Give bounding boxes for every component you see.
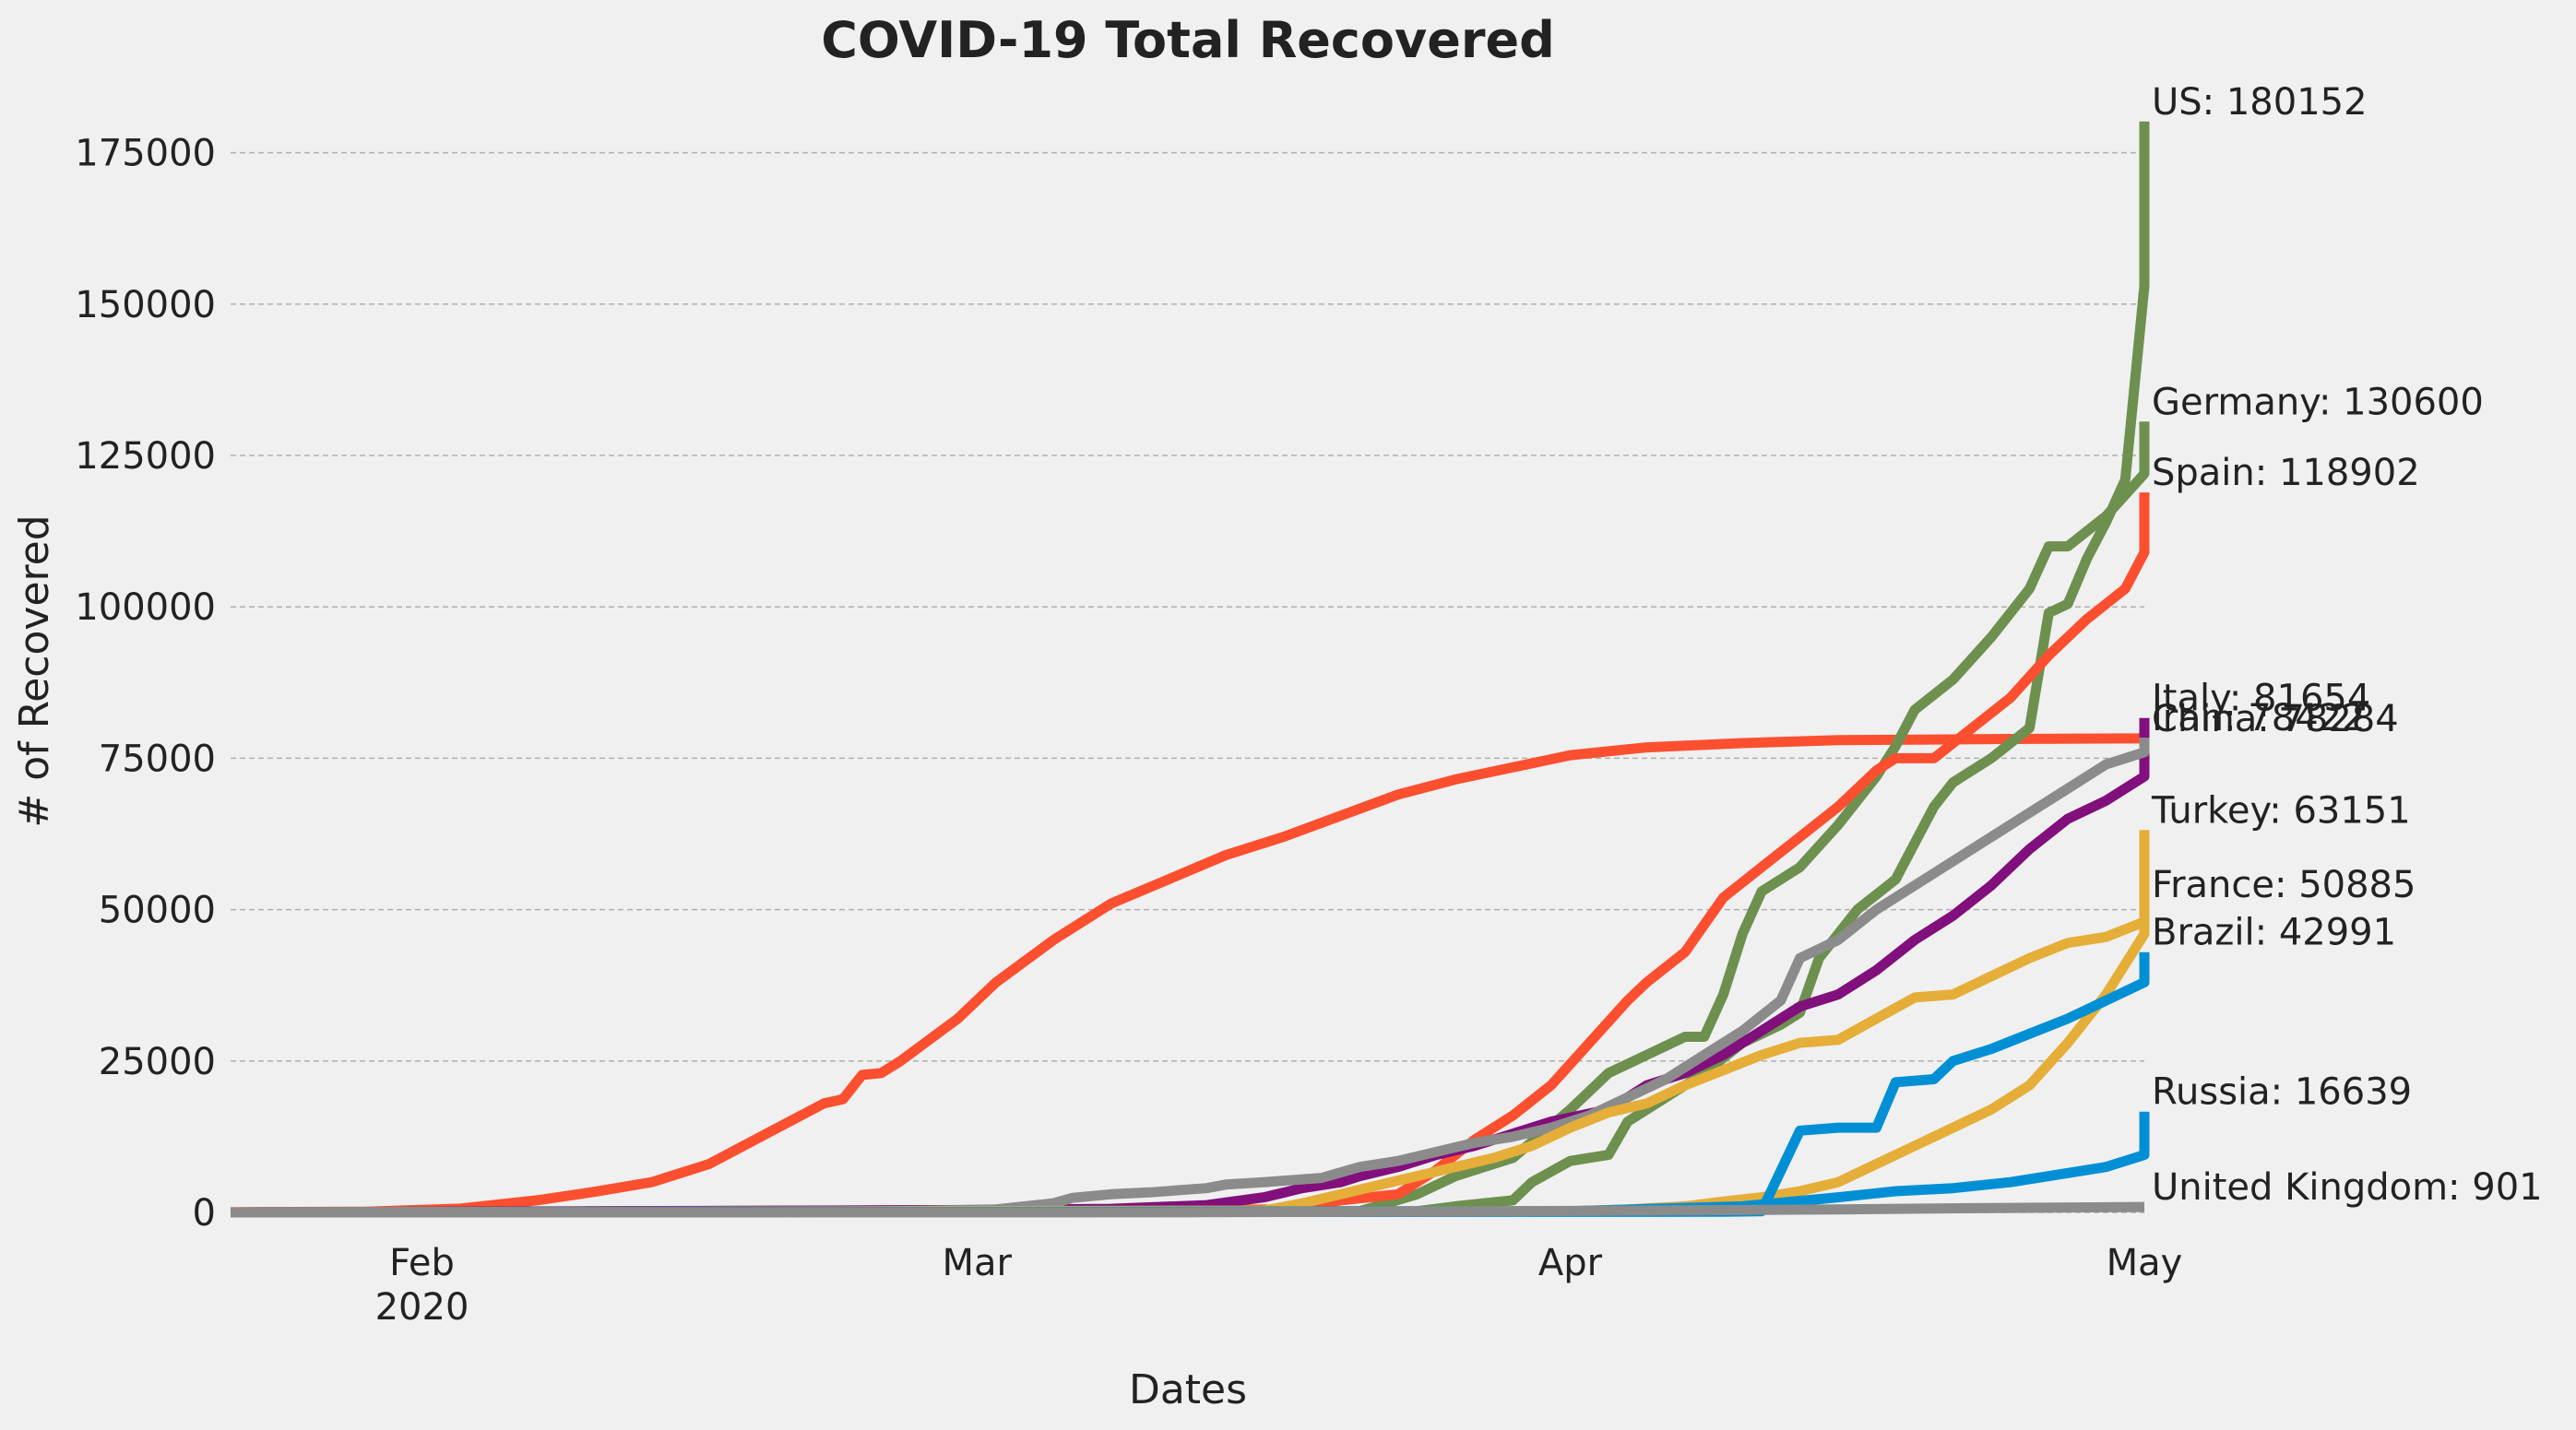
series-line-turkey — [230, 830, 2150, 1218]
x-tick-year-label: 2020 — [375, 1286, 469, 1329]
series-line-china — [230, 733, 2145, 1218]
y-tick-label: 75000 — [99, 738, 216, 780]
series-line-germany — [230, 421, 2150, 1218]
end-label-turkey: Turkey: 63151 — [2151, 789, 2411, 832]
y-tick-label: 0 — [193, 1192, 216, 1235]
y-tick-label: 175000 — [75, 133, 216, 175]
end-label-us: US: 180152 — [2152, 81, 2368, 124]
y-tick-label: 150000 — [75, 284, 216, 326]
end-label-united-kingdom: United Kingdom: 901 — [2152, 1166, 2543, 1209]
series-line-us — [230, 121, 2150, 1218]
y-tick-label: 100000 — [75, 586, 216, 629]
gridlines — [231, 151, 2144, 1213]
x-axis-label: Dates — [1129, 1366, 1247, 1413]
end-labels: China: 78284 US: 180152 Germany: 130600 Spa… — [2151, 81, 2543, 1209]
x-tick-label: Mar — [943, 1242, 1013, 1284]
end-label-germany: Germany: 130600 — [2152, 381, 2484, 423]
end-label-iran: Iran: 78422 — [2152, 697, 2366, 739]
y-tick-label: 50000 — [99, 890, 216, 932]
series-line-france — [230, 904, 2150, 1218]
y-axis-label: # of Recovered — [11, 514, 58, 827]
end-label-france: France: 50885 — [2152, 864, 2416, 906]
end-label-italy: Italy: 81654 — [2152, 678, 2370, 720]
series-line-iran — [230, 738, 2150, 1218]
chart-title: COVID-19 Total Recovered — [821, 11, 1555, 69]
y-tick-label: 25000 — [99, 1041, 216, 1083]
series-line-brazil — [230, 951, 2150, 1218]
y-axis-ticks: 0 25000 50000 75000 100000 125000 150000 175000 — [75, 133, 216, 1235]
x-tick-label: Apr — [1538, 1242, 1603, 1284]
end-label-china: China: 78284 — [2152, 698, 2399, 740]
series-line-united-kingdom — [230, 1201, 2145, 1218]
end-label-brazil: Brazil: 42991 — [2152, 912, 2396, 954]
y-tick-label: 125000 — [75, 435, 216, 478]
series-lines — [230, 121, 2150, 1218]
end-label-russia: Russia: 16639 — [2152, 1071, 2412, 1114]
x-tick-label: May — [2107, 1242, 2183, 1284]
series-line-spain — [230, 492, 2150, 1218]
series-line-italy — [230, 717, 2150, 1218]
end-label-spain: Spain: 118902 — [2152, 452, 2420, 494]
x-tick-label: Feb — [389, 1242, 455, 1284]
